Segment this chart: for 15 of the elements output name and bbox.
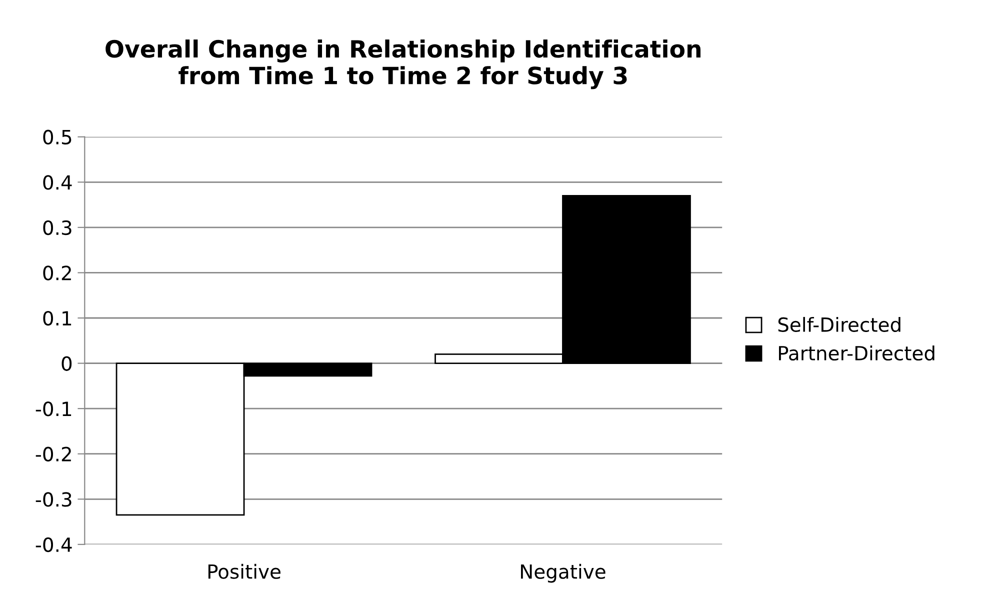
y-tick-label: 0 (62, 356, 72, 371)
y-tick-label: 0.1 (43, 310, 72, 326)
y-tick-label: -0.3 (36, 492, 72, 507)
y-tick-label: 0.3 (43, 220, 72, 236)
y-tick-label: 0.2 (43, 266, 71, 280)
x-tick-label: Positive (208, 564, 280, 579)
chart-title: Overall Change in Relationship Identification from Time 1 to Time 2 for Study 3 (106, 40, 700, 90)
y-tick-label: -0.4 (36, 537, 72, 552)
y-tick-label: 0.5 (43, 130, 72, 145)
legend-label: Partner-Directed (778, 346, 934, 361)
y-tick-label: 0.4 (43, 175, 72, 190)
x-tick-label: Negative (521, 564, 606, 583)
y-tick-label: -0.1 (36, 402, 72, 416)
y-tick-label: -0.2 (36, 446, 71, 462)
legend-label: Self-Directed (778, 316, 900, 332)
